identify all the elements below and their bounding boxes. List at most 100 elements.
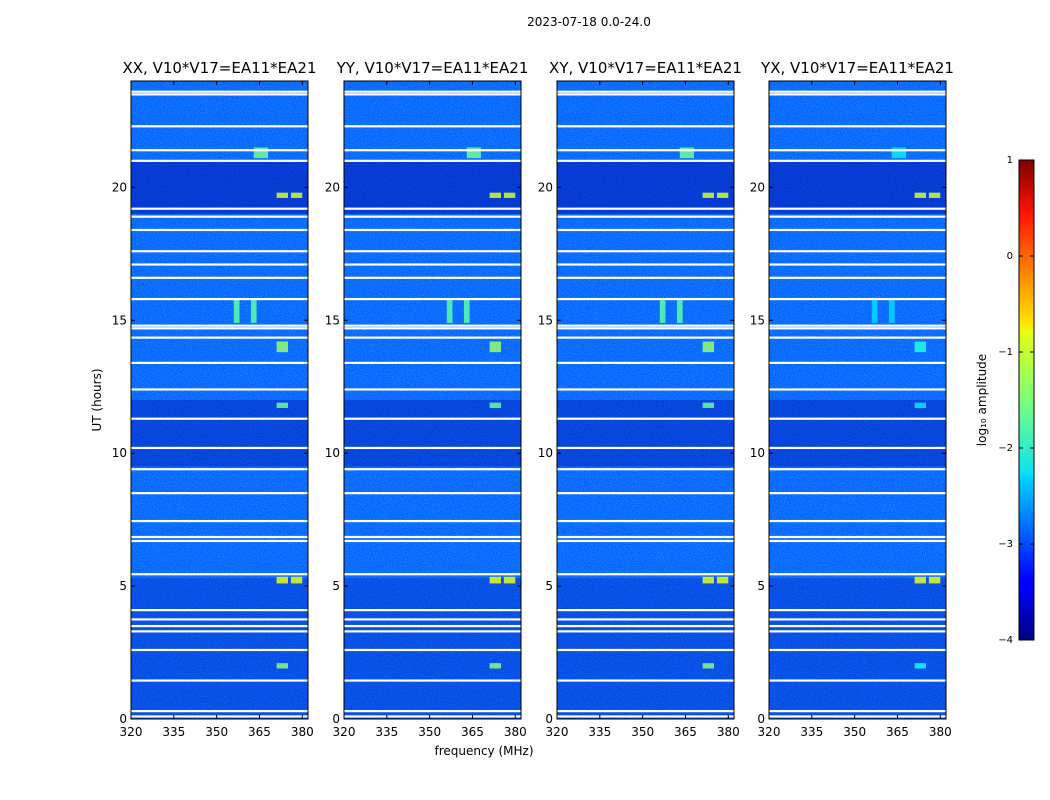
y-tick-label: 0 <box>332 712 340 726</box>
panel-xy: XY, V10*V17=EA11*EA21 320 335 350 365 380 0 5 10… <box>538 59 742 739</box>
dark-band <box>769 160 946 214</box>
x-tick-label: 350 <box>631 725 654 739</box>
rfi-feature <box>489 663 502 669</box>
flagged-row <box>131 263 308 266</box>
flagged-row <box>131 228 308 232</box>
rfi-feature <box>489 341 502 353</box>
rfi-feature <box>914 663 927 669</box>
flagged-row <box>769 715 946 718</box>
flagged-row <box>769 93 946 96</box>
rfi-feature <box>276 341 289 353</box>
flagged-row <box>131 624 308 628</box>
rfi-feature <box>233 298 240 323</box>
flagged-row <box>131 715 308 718</box>
rfi-feature <box>659 298 666 323</box>
flagged-row <box>131 492 308 495</box>
flagged-row <box>131 630 308 633</box>
dark-band <box>131 400 308 467</box>
flagged-row <box>344 573 521 576</box>
rfi-feature <box>914 402 927 408</box>
flagged-row <box>769 336 946 339</box>
y-tick-label: 10 <box>750 446 765 460</box>
flagged-row <box>769 297 946 301</box>
flagged-row <box>131 648 308 652</box>
x-tick-label: 320 <box>546 725 569 739</box>
rfi-feature <box>253 147 269 159</box>
rfi-feature <box>446 298 453 323</box>
flagged-row <box>344 215 521 218</box>
x-tick-label: 380 <box>717 725 740 739</box>
flagged-row <box>557 715 734 718</box>
dark-band <box>769 400 946 467</box>
flagged-row <box>769 618 946 621</box>
dark-band <box>344 578 521 719</box>
flagged-row <box>344 324 521 327</box>
flagged-row <box>557 336 734 339</box>
x-tick-label: 365 <box>674 725 697 739</box>
dark-band <box>131 578 308 719</box>
flagged-row <box>769 361 946 364</box>
flagged-row <box>344 207 521 210</box>
flagged-row <box>557 93 734 96</box>
colorbar: 1 0 −1 −2 −3 −4 log₁₀ amplitude <box>975 155 1035 646</box>
flagged-row <box>131 539 308 543</box>
flagged-row <box>344 336 521 339</box>
y-tick-label: 15 <box>112 313 127 327</box>
rfi-feature <box>914 192 927 198</box>
flagged-row <box>344 679 521 682</box>
flagged-row <box>557 609 734 612</box>
rfi-feature <box>276 663 289 669</box>
colorbar-gradient <box>1018 159 1035 641</box>
rfi-feature <box>290 192 303 198</box>
flagged-row <box>131 327 308 330</box>
x-tick-label: 380 <box>291 725 314 739</box>
flagged-row <box>344 609 521 612</box>
flagged-row <box>557 624 734 628</box>
rfi-feature <box>276 402 289 408</box>
flagged-row <box>557 327 734 330</box>
flagged-row <box>344 125 521 128</box>
rfi-feature <box>676 298 683 323</box>
flagged-row <box>769 539 946 543</box>
panel-frame <box>556 80 735 720</box>
flagged-row <box>131 125 308 128</box>
flagged-row <box>557 263 734 266</box>
flagged-row <box>131 159 308 162</box>
panel-yy: YY, V10*V17=EA11*EA21 320 335 350 365 380 0 5 10… <box>325 59 529 739</box>
y-tick-label: 15 <box>538 313 553 327</box>
flagged-row <box>344 159 521 162</box>
flagged-row <box>344 263 521 266</box>
flagged-row <box>344 624 521 628</box>
flagged-row <box>557 149 734 152</box>
flagged-row <box>769 630 946 633</box>
x-tick-label: 350 <box>418 725 441 739</box>
flagged-row <box>769 149 946 152</box>
heatmap-noise <box>769 81 946 719</box>
rfi-feature <box>702 402 715 408</box>
rfi-feature <box>702 663 715 669</box>
flagged-row <box>769 327 946 330</box>
rfi-feature <box>928 192 941 198</box>
panel-title: YX, V10*V17=EA11*EA21 <box>760 59 954 77</box>
y-tick-label: 0 <box>545 712 553 726</box>
y-tick-label: 15 <box>750 313 765 327</box>
flagged-row <box>344 715 521 718</box>
flagged-row <box>344 539 521 543</box>
flagged-row <box>769 624 946 628</box>
colorbar-tick-label: 0 <box>1007 251 1013 262</box>
y-tick-label: 15 <box>325 313 340 327</box>
rfi-feature <box>466 147 482 159</box>
dark-band <box>769 578 946 719</box>
x-tick-label: 350 <box>205 725 228 739</box>
y-tick-label: 20 <box>750 180 765 194</box>
flagged-row <box>769 573 946 576</box>
y-tick-label: 10 <box>112 446 127 460</box>
rfi-feature <box>489 402 502 408</box>
y-axis-label: UT (hours) <box>90 368 104 431</box>
flagged-row <box>131 324 308 327</box>
flagged-row <box>131 679 308 682</box>
panel-title: XY, V10*V17=EA11*EA21 <box>549 59 742 77</box>
flagged-row <box>769 215 946 218</box>
x-tick-label: 335 <box>588 725 611 739</box>
